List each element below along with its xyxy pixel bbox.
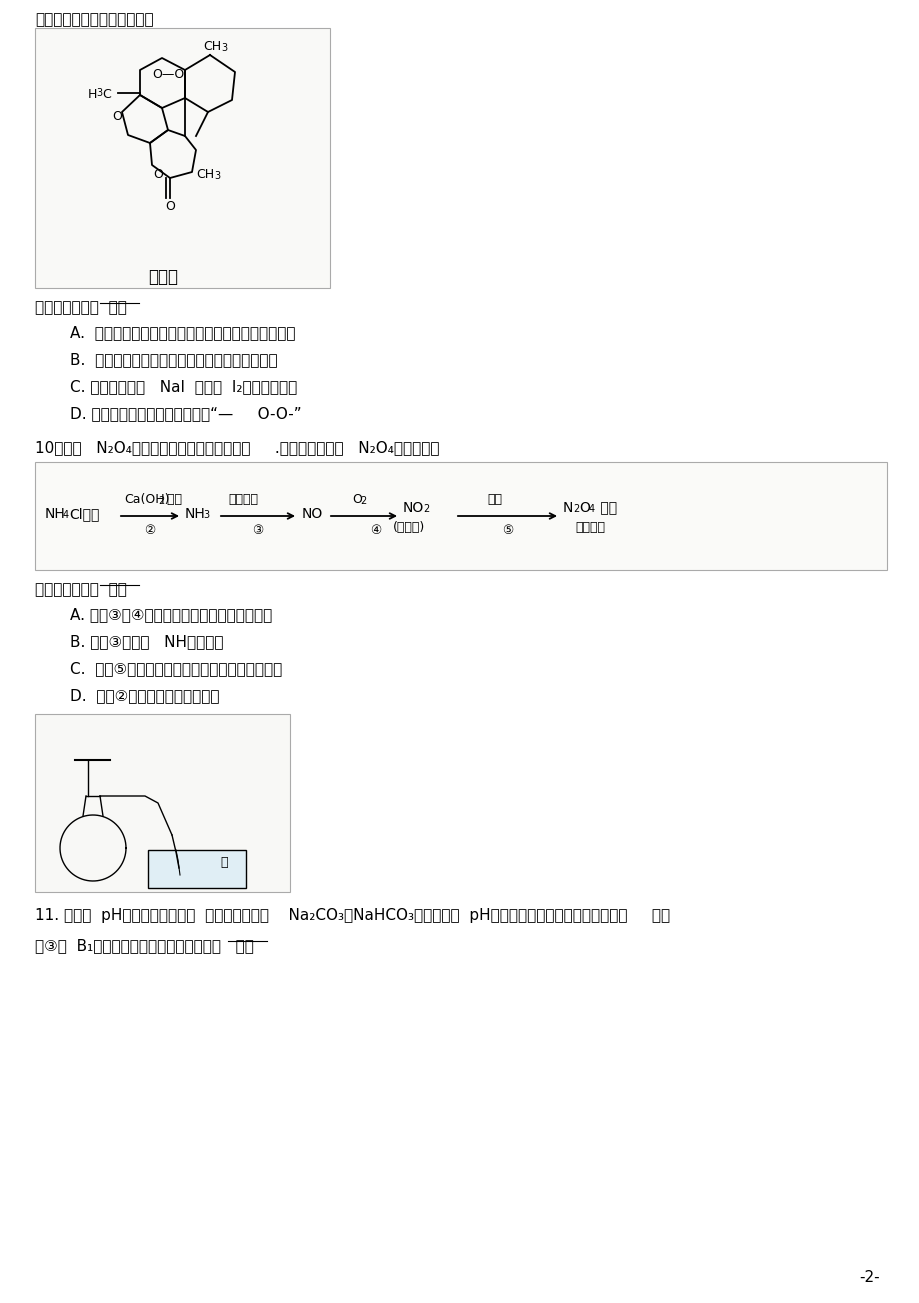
Text: 水: 水 [220, 856, 227, 869]
Text: 3: 3 [214, 171, 220, 181]
Text: NH: NH [45, 507, 65, 521]
Text: (红棕色): (红棕色) [392, 521, 425, 534]
Text: C: C [102, 89, 110, 102]
Text: Ca(OH): Ca(OH) [124, 493, 169, 506]
Text: Cl固体: Cl固体 [69, 507, 99, 521]
Text: O: O [165, 199, 175, 212]
Text: 2: 2 [423, 504, 429, 513]
Text: CH: CH [196, 168, 214, 181]
Text: N: N [562, 500, 573, 515]
Text: NO: NO [301, 507, 323, 521]
Text: O: O [112, 109, 121, 122]
Bar [35, 714, 289, 893]
Text: -2-: -2- [858, 1270, 879, 1285]
Text: D.  反应②可由右图所示装置实现: D. 反应②可由右图所示装置实现 [70, 688, 220, 704]
Text: 4: 4 [588, 504, 595, 513]
Text: A. 反应③、④中氮元素的化合价均发生了变化: A. 反应③、④中氮元素的化合价均发生了变化 [70, 607, 272, 622]
Text: 11. 测溶液  pH可研究反应过程。  用盐酸分别滴定    Na₂CO₃、NaHCO₃溶液，测得  pH随加入盐酸体积的变化如下图所示     （曲: 11. 测溶液 pH可研究反应过程。 用盐酸分别滴定 Na₂CO₃、NaHCO₃… [35, 908, 669, 923]
Text: B.  通过元素分析与质谱法可确认青蒿素的分子式: B. 通过元素分析与质谱法可确认青蒿素的分子式 [70, 352, 278, 367]
Text: 3: 3 [203, 509, 209, 520]
Text: ②: ② [144, 524, 155, 537]
Bar [35, 463, 886, 569]
Bar [35, 27, 330, 288]
Text: 学必求其心得，业必贵于专精: 学必求其心得，业必贵于专精 [35, 12, 153, 27]
Text: 下列分析不正确  的是: 下列分析不正确 的是 [35, 582, 127, 597]
Text: 液体: 液体 [596, 500, 617, 515]
Text: O: O [153, 168, 163, 181]
Text: 3: 3 [96, 89, 102, 98]
Text: ③: ③ [252, 524, 263, 537]
Text: 2: 2 [359, 496, 366, 506]
Text: CH: CH [203, 40, 221, 53]
Text: NH: NH [185, 507, 206, 521]
Text: 催化氧化: 催化氧化 [228, 493, 257, 506]
Text: O—O: O—O [152, 68, 184, 81]
Text: O: O [578, 500, 589, 515]
Text: O: O [352, 493, 361, 506]
Text: （无色）: （无色） [574, 521, 605, 534]
Text: 线③从  B₁点开始滴定）。下列判断不正确   的是: 线③从 B₁点开始滴定）。下列判断不正确 的是 [35, 938, 254, 952]
Text: C. 青蒿素中能将   NaI  氧化为  I₂的基团是酯基: C. 青蒿素中能将 NaI 氧化为 I₂的基团是酯基 [70, 379, 297, 394]
Text: ④: ④ [369, 524, 380, 537]
Text: 2: 2 [158, 496, 165, 506]
Text: 青蒿素: 青蒿素 [148, 268, 177, 285]
Text: 降温: 降温 [486, 493, 502, 506]
Text: 下列分析不正确  的是: 下列分析不正确 的是 [35, 300, 127, 315]
Text: 2: 2 [573, 504, 579, 513]
Text: H: H [88, 89, 97, 102]
Text: C.  反应⑤的颜色变化是由化学平衡移动引｜起的: C. 反应⑤的颜色变化是由化学平衡移动引｜起的 [70, 661, 282, 676]
Text: D. 青蒿素中对热不稳定的基团是“—     O-O-”: D. 青蒿素中对热不稳定的基团是“— O-O-” [70, 407, 301, 421]
Text: 10．液态   N₂O₄是火箭推进系统的有效氧化剂     .实验室制备少量   N₂O₄的流程如下: 10．液态 N₂O₄是火箭推进系统的有效氧化剂 .实验室制备少量 N₂O₄的流程… [35, 440, 439, 455]
Text: ⑤: ⑤ [502, 524, 513, 537]
Bar [148, 850, 245, 889]
Text: B. 反应③利用了   NH的还原性: B. 反应③利用了 NH的还原性 [70, 635, 223, 649]
Text: 固体: 固体 [163, 493, 182, 506]
Text: 3: 3 [221, 43, 227, 53]
Text: NO: NO [403, 500, 424, 515]
Text: 4: 4 [62, 509, 69, 520]
Text: A.  推测青蒿素在乙醚中的溶解度大于在水中的溶解度: A. 推测青蒿素在乙醚中的溶解度大于在水中的溶解度 [70, 324, 295, 340]
